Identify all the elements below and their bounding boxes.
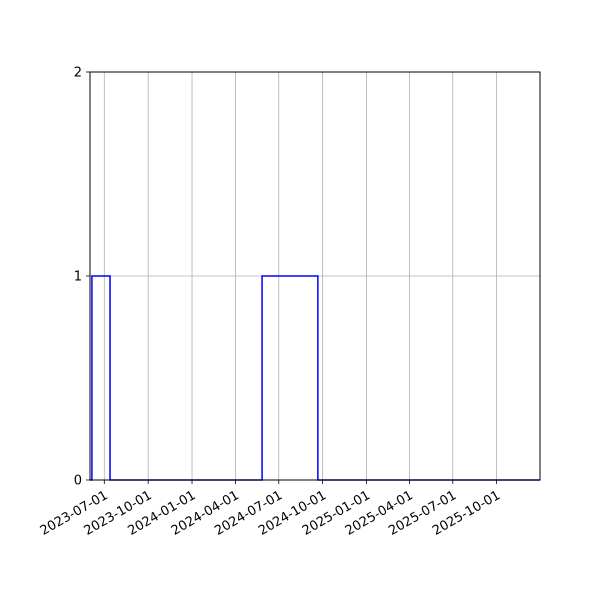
y-tick-label: 0	[74, 474, 82, 489]
y-axis: 0 1 2	[74, 66, 90, 489]
y-tick-label: 1	[74, 270, 82, 285]
y-tick-label: 2	[74, 66, 82, 81]
